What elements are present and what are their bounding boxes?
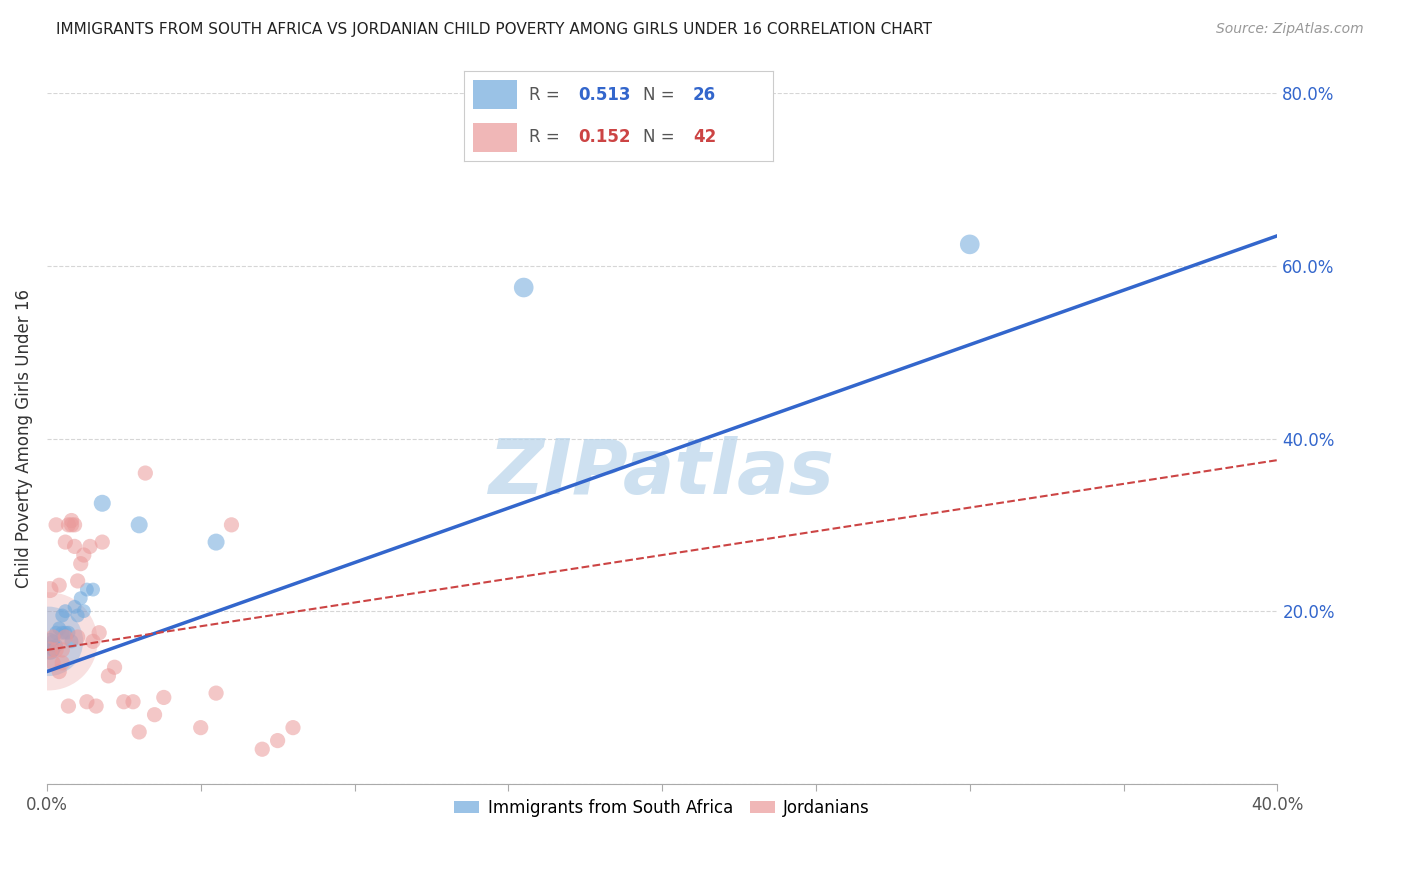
Point <box>51 625 73 640</box>
Point <box>76 582 98 597</box>
Text: N =: N = <box>644 128 681 146</box>
Y-axis label: Child Poverty Among Girls Under 16: Child Poverty Among Girls Under 16 <box>15 289 32 588</box>
Point <box>58 625 80 640</box>
Point <box>84 699 107 714</box>
Point <box>190 721 212 735</box>
Text: 0.513: 0.513 <box>578 86 631 103</box>
Point <box>143 707 166 722</box>
Point <box>58 517 80 532</box>
Point <box>45 517 67 532</box>
Text: IMMIGRANTS FROM SOUTH AFRICA VS JORDANIAN CHILD POVERTY AMONG GIRLS UNDER 16 COR: IMMIGRANTS FROM SOUTH AFRICA VS JORDANIA… <box>56 22 932 37</box>
Point <box>48 578 70 592</box>
Point <box>76 695 98 709</box>
Point <box>58 699 80 714</box>
Point <box>42 630 65 644</box>
Point <box>73 548 96 562</box>
Point <box>51 608 73 623</box>
Point <box>53 630 76 644</box>
Point <box>91 496 114 510</box>
Point <box>53 535 76 549</box>
Point <box>281 721 304 735</box>
Point <box>45 625 67 640</box>
Point <box>69 591 91 606</box>
Point <box>128 517 150 532</box>
Point <box>66 608 89 623</box>
Text: R =: R = <box>529 86 565 103</box>
Point <box>39 643 62 657</box>
Point <box>205 535 228 549</box>
Point <box>51 643 73 657</box>
Point <box>73 604 96 618</box>
Point <box>37 634 59 648</box>
Point <box>128 725 150 739</box>
Text: Source: ZipAtlas.com: Source: ZipAtlas.com <box>1216 22 1364 37</box>
Point <box>79 540 101 554</box>
Point <box>39 582 62 597</box>
Point <box>63 540 86 554</box>
Point <box>266 733 288 747</box>
Point <box>51 656 73 670</box>
Point <box>53 604 76 618</box>
Point <box>112 695 135 709</box>
Point <box>152 690 174 705</box>
Point <box>60 514 83 528</box>
Text: 0.152: 0.152 <box>578 128 631 146</box>
Point <box>60 634 83 648</box>
Text: 26: 26 <box>693 86 716 103</box>
Point <box>82 634 104 648</box>
Point <box>42 643 65 657</box>
Text: ZIPatlas: ZIPatlas <box>489 436 835 510</box>
Point <box>959 237 981 252</box>
Point <box>37 634 59 648</box>
Text: R =: R = <box>529 128 565 146</box>
Bar <box>474 80 516 109</box>
Point <box>48 621 70 635</box>
Point <box>69 557 91 571</box>
Point <box>48 665 70 679</box>
Point <box>122 695 145 709</box>
Point <box>205 686 228 700</box>
Point <box>60 517 83 532</box>
Point <box>82 582 104 597</box>
Point <box>134 466 156 480</box>
Point <box>91 535 114 549</box>
Text: N =: N = <box>644 86 681 103</box>
Point <box>252 742 274 756</box>
Point <box>97 669 120 683</box>
Text: 42: 42 <box>693 128 716 146</box>
Point <box>103 660 125 674</box>
Point <box>89 625 111 640</box>
Bar <box>474 123 516 152</box>
Point <box>42 634 65 648</box>
Point <box>45 639 67 653</box>
Legend: Immigrants from South Africa, Jordanians: Immigrants from South Africa, Jordanians <box>447 792 876 823</box>
Point <box>39 634 62 648</box>
Point <box>66 574 89 588</box>
Point <box>42 656 65 670</box>
Point <box>66 630 89 644</box>
Point <box>512 280 534 294</box>
Point <box>53 625 76 640</box>
Point <box>39 643 62 657</box>
Point <box>63 599 86 614</box>
Point <box>63 517 86 532</box>
Point <box>221 517 243 532</box>
Point <box>45 643 67 657</box>
